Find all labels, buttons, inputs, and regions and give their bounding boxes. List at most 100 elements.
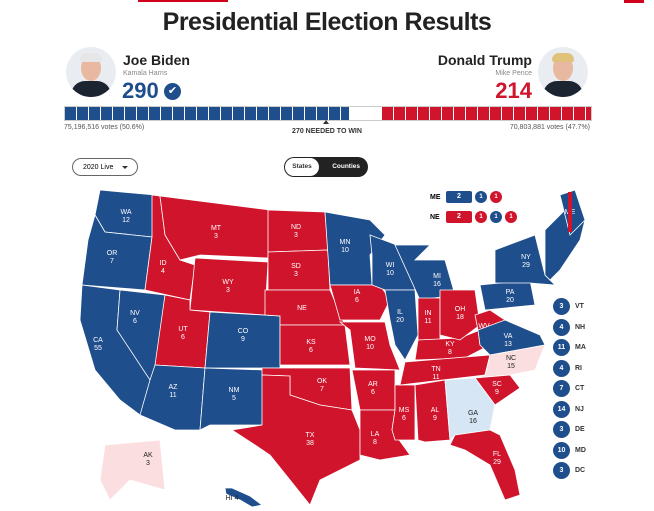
small-state-label: DC: [575, 467, 586, 474]
state-label: FL 29: [493, 451, 501, 466]
state-label: TX 38: [306, 432, 315, 447]
state-label: SC 9: [492, 381, 502, 396]
small-state-ct[interactable]: 7 CT: [553, 380, 584, 397]
state-al[interactable]: [414, 379, 451, 443]
state-label: WY 3: [222, 279, 234, 294]
district-vote-dot: 1: [490, 211, 502, 223]
small-state-ri[interactable]: 4 RI: [553, 359, 582, 377]
district-vote-dot: 1: [475, 211, 487, 223]
state-label: MN 10: [340, 239, 351, 254]
nav-underline: [138, 0, 228, 2]
district-vote-dot: 1: [490, 191, 502, 203]
state-label: AZ 11: [169, 384, 179, 399]
district-vote-dot: 1: [505, 211, 517, 223]
state-label: NV 6: [130, 310, 140, 325]
state-hi[interactable]: [224, 487, 263, 508]
state-label: ND 3: [291, 224, 301, 239]
state-fl[interactable]: [449, 429, 521, 501]
chevron-down-icon: [122, 166, 128, 169]
state-nd[interactable]: [267, 209, 329, 253]
small-state-ma[interactable]: 11 MA: [553, 339, 586, 356]
small-state-vt[interactable]: 3 VT: [553, 298, 584, 315]
trump-popular-votes: 70,803,881 votes (47.7%): [509, 124, 590, 131]
state-label: SD 3: [291, 263, 301, 278]
state-ak[interactable]: [99, 439, 166, 501]
nebraska-split-legend: NE 2 1 1 1: [430, 211, 520, 223]
electoral-votes-badge: 3: [553, 462, 570, 479]
state-label: IN 11: [424, 310, 431, 325]
state-label: IL 20: [396, 309, 404, 324]
state-label: VA 13: [504, 333, 513, 348]
small-state-dc[interactable]: 3 DC: [553, 462, 585, 479]
electoral-votes-badge: 10: [553, 441, 570, 459]
small-state-label: MD: [575, 446, 586, 454]
state-label: MO 10: [364, 336, 376, 351]
biden-avatar: [66, 47, 116, 97]
trump-avatar: [538, 47, 588, 97]
state-label: GA 16: [468, 410, 478, 425]
state-label: TN 11: [431, 366, 440, 381]
electoral-votes-badge: 4: [553, 359, 570, 377]
state-il[interactable]: [384, 289, 419, 361]
state-label: PA 20: [506, 289, 515, 304]
biden-electoral-votes: 290: [122, 78, 159, 103]
split-state-label: ME: [430, 193, 441, 201]
state-label: OR 7: [107, 250, 118, 265]
trump-electoral-votes: 214: [495, 78, 532, 103]
electoral-votes-badge: 14: [553, 400, 570, 418]
state-label: WI 10: [386, 262, 395, 277]
state-label: KY 8: [445, 341, 455, 356]
state-label: NM 5: [229, 387, 240, 402]
state-sd[interactable]: [267, 249, 331, 291]
small-state-nj[interactable]: 14 NJ: [553, 400, 584, 418]
year-select[interactable]: 2020 Live: [72, 158, 138, 176]
small-state-nh[interactable]: 4 NH: [553, 318, 586, 336]
view-toggle[interactable]: States Counties: [284, 157, 368, 177]
statewide-votes-box: 2: [446, 191, 472, 203]
small-state-label: RI: [575, 364, 582, 372]
small-state-label: NH: [575, 323, 586, 331]
small-state-de[interactable]: 3 DE: [553, 421, 585, 438]
undecided-bar-fill: [348, 107, 382, 120]
small-state-label: NJ: [575, 405, 584, 413]
state-label: UT 6: [178, 326, 188, 341]
state-nm[interactable]: [199, 367, 266, 431]
state-ks[interactable]: [279, 324, 351, 366]
biden-running-mate: Kamala Harris: [123, 70, 168, 77]
state-oh[interactable]: [439, 289, 481, 341]
electoral-vote-bar: [64, 106, 592, 121]
state-label: LA 8: [371, 431, 380, 446]
winner-check-icon: ✔: [164, 83, 181, 100]
small-state-md[interactable]: 10 MD: [553, 441, 586, 459]
electoral-votes-badge: 7: [553, 380, 570, 397]
year-select-value: 2020 Live: [83, 164, 114, 171]
state-label: WA 12: [120, 209, 131, 224]
state-label: KS 6: [306, 339, 316, 354]
small-state-label: MA: [575, 344, 586, 351]
state-label: CO 9: [238, 328, 249, 343]
state-label: MT 3: [211, 225, 222, 240]
electoral-votes-badge: 3: [553, 298, 570, 315]
rep-bar-fill: [381, 107, 591, 120]
toggle-counties[interactable]: Counties: [332, 163, 360, 170]
needed-to-win-label: 270 NEEDED TO WIN: [292, 128, 362, 135]
trump-name: Donald Trump: [437, 52, 532, 68]
needed-marker-icon: [323, 120, 329, 124]
state-label: MI 16: [433, 273, 441, 288]
state-mo[interactable]: [338, 321, 401, 371]
trump-running-mate: Mike Pence: [495, 70, 532, 77]
state-label: MS 6: [399, 407, 410, 422]
toggle-states[interactable]: States: [285, 158, 319, 176]
dem-bar-fill: [65, 107, 349, 120]
state-me[interactable]: [559, 189, 586, 236]
state-tx[interactable]: [230, 374, 361, 506]
state-label: IA 6: [354, 289, 361, 304]
state-label: AR 6: [368, 381, 378, 396]
state-label: NE: [297, 305, 307, 312]
biden-popular-votes: 75,196,516 votes (50.6%): [64, 124, 145, 131]
biden-name: Joe Biden: [123, 52, 190, 68]
state-ny[interactable]: [494, 234, 557, 286]
district-vote-dot: 1: [475, 191, 487, 203]
state-label: NY 29: [521, 254, 531, 269]
state-label: HI 4: [226, 495, 239, 502]
